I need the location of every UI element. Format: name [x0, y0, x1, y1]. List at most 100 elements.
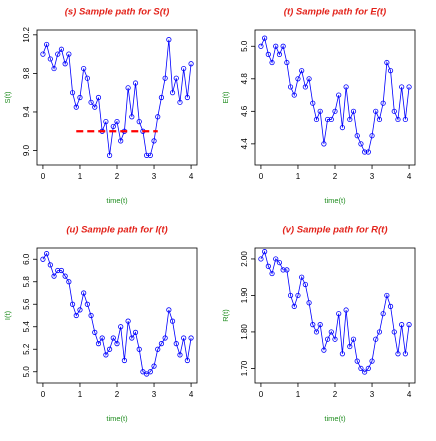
data-point	[84, 75, 90, 81]
data-point	[181, 65, 187, 72]
data-point	[328, 116, 334, 123]
data-point	[95, 341, 102, 347]
x-tick-label: 2	[333, 172, 338, 181]
x-tick-label: 1	[78, 390, 83, 399]
data-point	[58, 46, 65, 52]
data-point	[358, 141, 364, 147]
data-point	[365, 149, 371, 155]
data-point	[306, 300, 312, 306]
data-point	[106, 346, 113, 352]
data-point	[73, 312, 79, 319]
data-point	[118, 324, 124, 330]
data-point	[350, 108, 357, 114]
data-point	[188, 335, 194, 341]
y-tick-label: 5.6	[22, 298, 31, 310]
data-point	[47, 262, 53, 268]
data-point	[158, 94, 165, 101]
data-point	[177, 352, 183, 358]
data-point	[373, 336, 379, 342]
data-point	[265, 263, 271, 269]
x-tick-label: 3	[370, 390, 375, 399]
y-tick-label: 5.8	[22, 276, 31, 288]
data-point	[406, 322, 412, 328]
data-point	[399, 322, 405, 328]
data-point	[347, 343, 353, 350]
data-point	[258, 43, 264, 49]
data-point	[384, 59, 390, 66]
data-point	[69, 90, 76, 96]
y-tick-label: 2.00	[240, 251, 249, 267]
data-point	[287, 292, 294, 299]
data-point	[77, 94, 83, 101]
data-point	[114, 119, 120, 125]
data-point	[284, 59, 290, 66]
data-point	[51, 273, 57, 279]
data-point	[125, 85, 131, 91]
x-tick-label: 3	[370, 172, 375, 181]
data-point	[291, 303, 297, 309]
data-point	[62, 273, 68, 279]
data-point	[110, 123, 116, 130]
data-point	[276, 259, 283, 266]
data-point	[103, 119, 109, 125]
data-point	[181, 335, 187, 341]
data-point	[332, 336, 338, 342]
data-point	[302, 84, 308, 90]
data-point	[276, 51, 283, 57]
data-point	[73, 104, 79, 110]
data-point	[121, 357, 128, 364]
data-point	[55, 267, 61, 274]
y-axis-label: I(t)	[3, 310, 12, 320]
data-point	[321, 347, 327, 353]
panel-title: (s) Sample path for S(t)	[65, 7, 170, 18]
data-point	[391, 329, 397, 335]
data-point	[280, 43, 286, 49]
data-point	[324, 116, 331, 123]
data-point	[373, 108, 379, 114]
data-point	[362, 369, 368, 375]
data-point	[184, 357, 190, 364]
data-point	[40, 51, 46, 57]
data-point	[269, 59, 275, 66]
x-tick-label: 4	[407, 390, 412, 399]
data-point	[402, 351, 408, 357]
data-point	[376, 329, 383, 335]
data-point	[88, 99, 94, 105]
data-point	[284, 267, 290, 273]
x-tick-label: 0	[259, 390, 264, 399]
data-point	[140, 369, 146, 375]
panel-title: (v) Sample path for R(t)	[282, 225, 387, 236]
data-point	[258, 256, 264, 262]
y-tick-label: 4.8	[240, 73, 249, 85]
data-point	[380, 311, 386, 317]
data-point	[95, 94, 102, 101]
data-point	[339, 124, 346, 131]
y-tick-label: 1.70	[240, 360, 249, 376]
data-point	[81, 290, 87, 296]
y-tick-label: 9.8	[22, 67, 31, 79]
data-point	[132, 80, 139, 86]
x-tick-label: 1	[296, 390, 301, 399]
data-point	[162, 75, 168, 81]
data-point	[169, 318, 176, 324]
data-point	[269, 270, 275, 277]
data-point	[129, 335, 135, 341]
x-axis-label: time(t)	[106, 196, 128, 205]
plot-frame	[254, 247, 416, 384]
data-point	[77, 307, 83, 313]
data-point	[317, 322, 323, 328]
data-point	[273, 256, 279, 262]
data-point	[295, 292, 301, 299]
data-point	[47, 56, 53, 62]
data-point	[118, 138, 124, 144]
data-point	[188, 61, 194, 67]
data-point	[166, 37, 172, 43]
data-point	[151, 138, 157, 144]
data-point	[84, 301, 90, 307]
data-point	[69, 301, 76, 307]
data-point	[55, 51, 61, 57]
data-point	[354, 133, 360, 139]
data-point	[406, 84, 412, 90]
data-point	[262, 35, 268, 41]
